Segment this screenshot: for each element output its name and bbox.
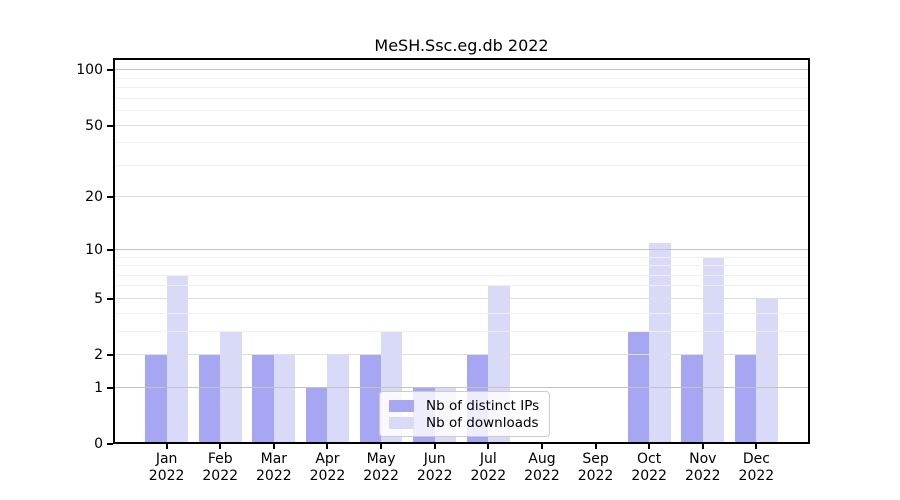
gridline-3 [113,330,810,332]
y-tick-label: 1 [94,379,103,396]
x-tick [272,444,275,449]
gridline-50 [113,124,810,126]
y-tick-label: 100 [76,62,103,79]
x-tick-label: Jul 2022 [470,451,507,484]
x-tick-label: Nov 2022 [684,451,721,484]
gridline-40 [113,142,810,144]
y-tick-label: 5 [94,290,103,307]
gridline-5 [113,297,810,299]
x-tick-label: Aug 2022 [524,451,560,484]
x-tick-label: Oct 2022 [631,451,667,484]
gridline-2 [113,354,810,355]
y-tick [107,386,113,389]
legend-swatch-distinct-ips [389,399,414,412]
spine-right [808,58,810,444]
bar-distinct-ips-apr [306,387,328,444]
gridline-60 [113,110,810,111]
x-tick-label: Apr 2022 [309,451,346,484]
spine-top [113,58,810,60]
y-tick-label: 0 [94,436,103,452]
gridline-10 [113,248,810,250]
x-tick-label: Feb 2022 [202,451,239,484]
gridline-70 [113,97,810,99]
y-tick [107,354,113,356]
gridline-100 [113,69,810,71]
x-tick [433,444,436,449]
x-tick [594,444,597,449]
chart-title: MeSH.Ssc.eg.db 2022 [374,36,549,55]
x-tick [755,444,758,449]
x-tick-label: Sep 2022 [577,451,614,484]
bar-distinct-ips-nov [681,355,703,444]
bar-distinct-ips-may [359,355,382,444]
legend-entry-downloads: Nb of downloads [389,415,540,431]
x-tick [165,444,168,449]
y-tick [107,297,113,300]
x-tick [219,444,222,449]
y-tick [107,124,113,127]
bar-downloads-dec [756,298,778,444]
bar-downloads-nov [702,257,725,444]
gridline-80 [113,87,810,88]
bar-downloads-apr [327,355,349,444]
bar-distinct-ips-mar [252,355,274,444]
gridline-30 [113,164,810,166]
x-tick [487,444,490,449]
bar-downloads-jan [166,275,188,444]
x-tick-label: Dec 2022 [738,451,775,484]
legend-label-distinct-ips: Nb of distinct IPs [426,397,540,414]
y-tick-label: 50 [85,117,103,134]
y-tick [107,196,113,199]
x-tick [540,444,543,449]
x-tick [701,444,704,449]
gridline-90 [113,77,810,79]
x-tick-label: Mar 2022 [256,451,292,484]
bar-distinct-ips-feb [198,355,221,444]
gridline-6 [113,285,810,287]
spine-left [113,58,115,444]
bar-distinct-ips-dec [734,355,757,444]
legend-label-downloads: Nb of downloads [426,414,539,431]
x-tick-label: May 2022 [363,451,399,484]
gridline-9 [113,256,810,258]
y-tick [107,69,113,72]
gridline-1 [113,386,810,388]
y-tick-label: 20 [85,189,103,206]
gridline-8 [113,265,810,266]
legend-swatch-downloads [389,416,414,429]
y-tick-label: 10 [85,241,103,258]
x-tick [380,444,383,449]
y-tick [107,248,113,251]
x-tick [648,444,651,449]
gridline-7 [113,274,810,276]
x-tick [326,444,329,449]
bar-distinct-ips-jan [145,355,167,444]
y-tick [107,443,113,445]
legend-entry-distinct-ips: Nb of distinct IPs [389,398,540,414]
plot-area [113,58,810,444]
y-tick-label: 2 [94,347,103,363]
x-tick-label: Jun 2022 [416,451,453,484]
bar-downloads-mar [273,355,296,444]
gridline-20 [113,196,810,198]
legend: Nb of distinct IPs Nb of downloads [379,391,550,437]
bar-downloads-oct [649,242,671,444]
spine-bottom [113,442,810,444]
gridline-4 [113,312,810,314]
x-tick-label: Jan 2022 [148,451,185,484]
